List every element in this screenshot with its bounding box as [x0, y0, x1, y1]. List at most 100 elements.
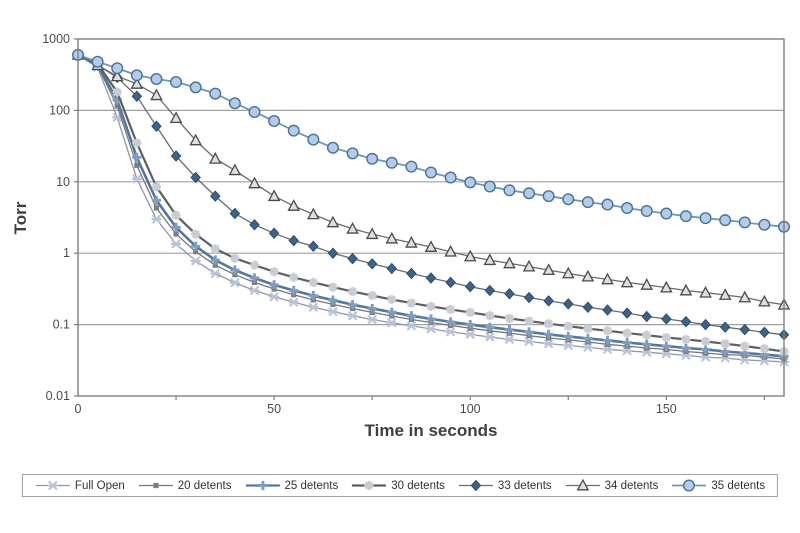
series-marker — [485, 310, 495, 321]
series-marker — [347, 286, 358, 297]
series-marker — [699, 212, 712, 225]
series-marker — [582, 301, 594, 313]
series-marker — [504, 313, 515, 324]
series-marker — [620, 275, 634, 288]
series-marker — [328, 295, 338, 305]
series-full-open — [73, 50, 789, 367]
series-marker — [386, 262, 398, 275]
y-tick-label: 1000 — [42, 32, 70, 46]
series-marker — [249, 219, 260, 231]
series-marker — [364, 480, 374, 491]
series-line — [77, 54, 785, 336]
series-marker — [346, 147, 359, 160]
series-line — [77, 53, 785, 228]
series-marker — [563, 331, 573, 342]
series-marker — [622, 328, 632, 338]
series-marker — [563, 340, 574, 351]
series-line — [77, 53, 785, 358]
plot-area-border — [77, 38, 785, 397]
series-marker — [484, 284, 496, 297]
series-marker — [720, 353, 731, 363]
x-star-marker-icon — [35, 480, 70, 491]
series-marker — [681, 343, 691, 353]
series-marker — [327, 247, 339, 259]
y-tick-label: 10 — [56, 175, 70, 189]
series-marker — [347, 300, 358, 310]
series-marker — [679, 210, 692, 223]
series-marker — [111, 62, 124, 75]
series-marker — [132, 138, 142, 148]
asterisk-marker-icon — [352, 480, 387, 491]
series-marker — [288, 297, 299, 308]
series-marker — [463, 249, 477, 262]
series-marker — [483, 253, 497, 266]
series-marker — [642, 330, 652, 340]
series-marker — [700, 318, 711, 331]
series-marker — [151, 195, 162, 205]
legend-item-34-detents: 34 detents — [565, 479, 658, 492]
series-marker — [229, 278, 240, 288]
series-marker — [700, 344, 711, 354]
series-marker — [759, 344, 769, 354]
series-marker — [679, 283, 693, 296]
series-marker — [367, 303, 377, 314]
series-marker — [173, 231, 179, 237]
y-axis-tick-labels: 1000 100 10 1 0.1 0.01 — [42, 32, 78, 403]
legend-item-30-detents: 30 detents — [351, 479, 445, 492]
series-marker — [130, 77, 144, 89]
series-marker — [503, 184, 516, 197]
series-marker — [150, 73, 163, 86]
series-marker — [130, 69, 143, 82]
series-marker — [153, 205, 160, 211]
series-marker — [426, 324, 436, 334]
series-marker — [524, 316, 534, 326]
series-marker — [561, 266, 575, 279]
series-marker — [483, 180, 496, 193]
legend-item-full-open: Full Open — [35, 479, 125, 492]
series-marker — [406, 267, 417, 280]
series-marker — [738, 216, 751, 229]
series-marker — [406, 311, 416, 321]
series-marker — [114, 103, 120, 109]
series-marker — [346, 221, 359, 234]
square-marker-icon — [138, 482, 173, 489]
series-marker — [446, 317, 456, 327]
series-marker — [170, 150, 182, 162]
series-marker — [426, 301, 436, 311]
series-marker — [739, 355, 750, 365]
series-marker — [542, 190, 555, 203]
series-marker — [191, 241, 201, 251]
legend-label: 33 detents — [497, 479, 552, 492]
series-marker — [465, 307, 475, 318]
series-marker — [386, 318, 397, 328]
series-marker — [582, 342, 593, 353]
series-marker — [210, 268, 221, 279]
series-25-detents — [73, 50, 789, 361]
series-marker — [189, 133, 202, 146]
series-marker — [230, 265, 240, 275]
data-series — [71, 48, 791, 367]
series-marker — [268, 115, 281, 128]
series-marker — [621, 201, 634, 214]
series-marker — [622, 346, 633, 356]
series-marker — [307, 133, 320, 146]
series-marker — [232, 272, 238, 278]
series-marker — [470, 479, 482, 492]
series-marker — [249, 260, 260, 270]
series-marker — [602, 344, 613, 355]
series-marker — [661, 332, 671, 343]
series-marker — [504, 325, 515, 335]
x-tick-label: 50 — [267, 402, 281, 416]
legend-label: 25 detents — [284, 479, 339, 492]
series-marker — [229, 207, 241, 220]
series-marker — [269, 292, 280, 302]
series-marker — [424, 240, 438, 252]
series-marker — [208, 152, 222, 164]
series-marker — [347, 252, 358, 265]
legend-item-33-detents: 33 detents — [458, 479, 552, 492]
series-marker — [328, 282, 338, 292]
series-marker — [524, 327, 534, 337]
y-tick-label: 0.01 — [46, 389, 70, 403]
series-marker — [576, 479, 589, 491]
series-marker — [287, 199, 301, 211]
